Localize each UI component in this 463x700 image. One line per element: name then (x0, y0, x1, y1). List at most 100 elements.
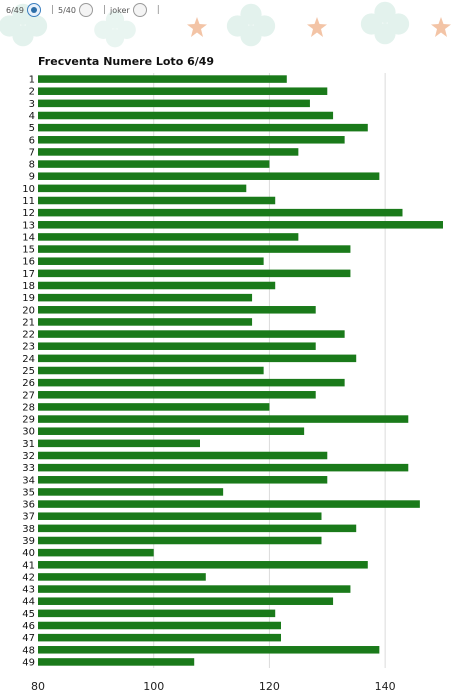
star-icon (307, 17, 327, 37)
bar (38, 488, 224, 496)
bar (38, 646, 380, 654)
bar (38, 427, 305, 435)
category-label: 42 (22, 572, 35, 583)
option-joker[interactable]: joker (110, 3, 147, 17)
category-label: 17 (22, 269, 35, 280)
bar (38, 585, 351, 593)
clover-icon (226, 3, 276, 47)
category-label: 1 (29, 75, 35, 86)
bar (38, 306, 316, 314)
chart-title: Frecventa Numere Loto 6/49 (38, 55, 214, 68)
category-label: 44 (22, 597, 35, 608)
bar (38, 354, 357, 363)
category-label: 11 (22, 196, 35, 207)
option-649-label: 6/49 (6, 5, 24, 15)
bar (38, 330, 345, 338)
bar (38, 87, 328, 95)
bar (38, 123, 368, 132)
option-649[interactable]: 6/49 (6, 3, 41, 17)
bar (38, 621, 281, 630)
category-label: 29 (22, 415, 35, 426)
category-label: 22 (22, 330, 35, 341)
category-label: 15 (22, 245, 35, 256)
header-bar: 6/49 | 5/40 | joker | (0, 0, 463, 48)
category-label: 3 (29, 99, 35, 110)
category-label: 36 (22, 500, 35, 511)
bar (38, 500, 420, 508)
bar (38, 172, 380, 180)
category-label: 31 (22, 439, 35, 450)
x-axis: 80 100 120 140 (31, 680, 396, 693)
bar (38, 391, 316, 399)
bar (38, 463, 409, 472)
bar (38, 342, 316, 350)
category-label: 33 (22, 463, 35, 474)
bar (38, 184, 247, 193)
category-label: 4 (29, 111, 35, 122)
bar (38, 160, 270, 168)
bar (38, 597, 334, 605)
category-label: 18 (22, 281, 35, 292)
category-label: 20 (22, 305, 35, 316)
bar (38, 524, 357, 533)
category-label: 41 (22, 560, 35, 571)
category-label: 47 (22, 633, 35, 644)
category-label: 13 (22, 220, 35, 231)
category-label: 38 (22, 524, 35, 535)
bar (38, 293, 253, 302)
bar (38, 573, 206, 581)
category-label: 6 (29, 135, 35, 146)
bar (38, 366, 264, 375)
option-joker-label: joker (110, 5, 130, 15)
clover-icon (0, 3, 48, 47)
category-label: 10 (22, 184, 35, 195)
bar (38, 609, 276, 618)
category-label: 19 (22, 293, 35, 304)
bar (38, 208, 403, 217)
category-label: 5 (29, 123, 35, 134)
category-label: 14 (22, 232, 35, 243)
bar (38, 111, 334, 120)
option-540[interactable]: 5/40 (58, 3, 93, 17)
option-joker-radio[interactable] (132, 3, 147, 17)
category-label: 34 (22, 475, 35, 486)
bar (38, 281, 276, 290)
x-tick-label: 80 (31, 680, 45, 693)
category-label: 39 (22, 536, 35, 547)
bar (38, 378, 345, 387)
category-label: 35 (22, 487, 35, 498)
bar (38, 548, 154, 557)
game-selector: 6/49 | 5/40 | joker | (6, 3, 164, 17)
category-label: 37 (22, 512, 35, 523)
clover-icon (360, 1, 410, 45)
bar (38, 439, 200, 448)
bar (38, 536, 322, 545)
category-labels: 1234567891011121314151617181920212223242… (22, 75, 35, 669)
bar (38, 245, 351, 253)
separator: | (102, 5, 107, 15)
category-label: 28 (22, 402, 35, 413)
bar (38, 257, 264, 265)
bar (38, 136, 345, 144)
option-649-radio[interactable] (26, 3, 41, 17)
bar (38, 221, 443, 229)
category-label: 8 (29, 160, 35, 171)
category-label: 32 (22, 451, 35, 462)
category-label: 2 (29, 87, 35, 98)
category-label: 30 (22, 427, 35, 438)
bars (38, 75, 443, 666)
bar (38, 403, 270, 411)
x-tick-label: 140 (375, 680, 396, 693)
category-label: 27 (22, 390, 35, 401)
category-label: 43 (22, 585, 35, 596)
bar (38, 148, 299, 156)
category-label: 25 (22, 366, 35, 377)
bar (38, 196, 276, 205)
bar (38, 269, 351, 278)
bar (38, 99, 310, 108)
option-540-radio[interactable] (78, 3, 93, 17)
star-icon (431, 17, 451, 37)
category-label: 16 (22, 257, 35, 268)
category-label: 9 (29, 172, 35, 183)
